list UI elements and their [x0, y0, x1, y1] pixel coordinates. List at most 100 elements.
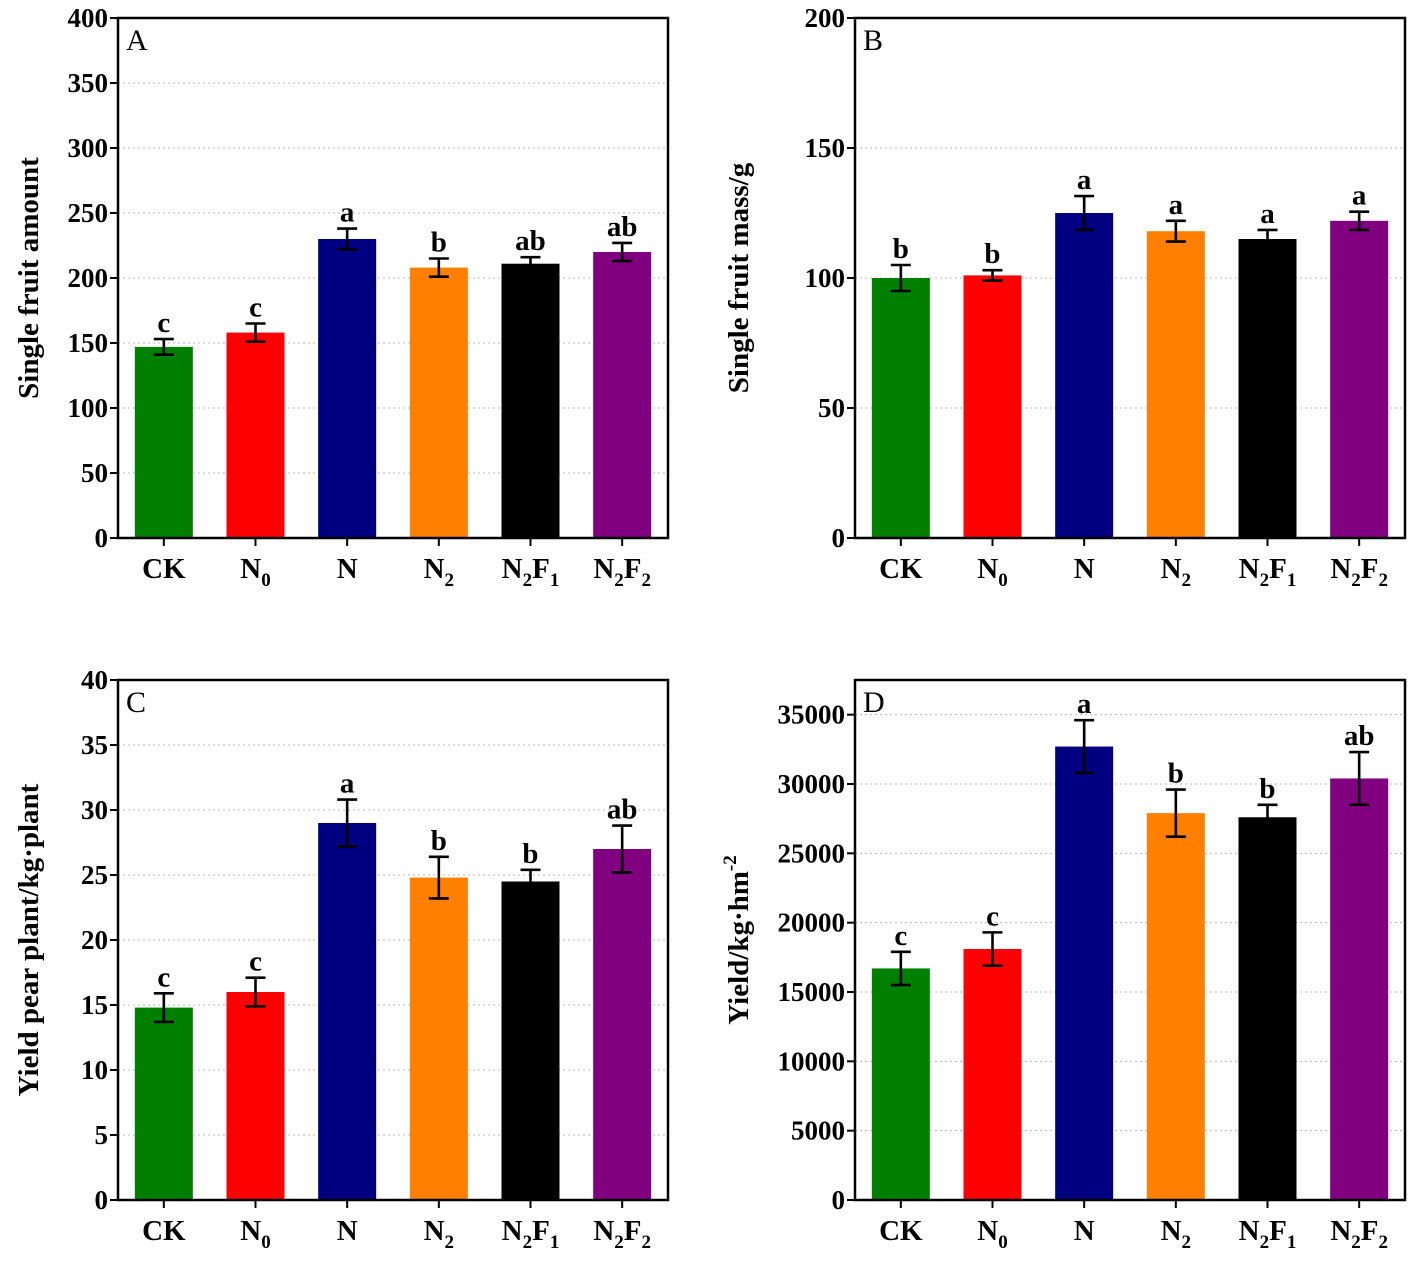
x-tick-label: N2 [1161, 1215, 1191, 1253]
error-bar-n2 [428, 855, 449, 900]
y-tick-label: 50 [81, 458, 108, 488]
bar-ck [134, 1007, 193, 1200]
y-tick-label: 5000 [791, 1116, 845, 1146]
x-tick-label: N0 [240, 553, 270, 591]
bar-n2 [1146, 231, 1205, 538]
x-tick-label: CK [142, 1215, 186, 1247]
x-tick-label: N2 [424, 553, 454, 591]
y-tick-label: 20 [81, 925, 108, 955]
bar-ck [871, 968, 930, 1200]
significance-label: a [1352, 180, 1367, 212]
y-tick-label: 250 [68, 198, 109, 228]
error-bar-n0 [245, 322, 266, 344]
y-tick-label: 0 [95, 523, 109, 553]
x-tick-label: N [337, 553, 358, 585]
y-tick-label: 400 [68, 3, 109, 33]
significance-label: c [986, 900, 999, 932]
x-tick-label: N0 [977, 553, 1007, 591]
bar-n2f1 [1238, 239, 1297, 538]
bar-n2f2 [593, 849, 652, 1200]
error-bar-n2f2 [612, 241, 633, 263]
error-bar-n [337, 227, 358, 251]
error-bar-n2 [428, 257, 449, 279]
y-tick-label: 200 [805, 3, 846, 33]
y-tick-label: 350 [68, 68, 109, 98]
y-tick-label: 0 [95, 1185, 109, 1215]
y-tick-label: 30000 [778, 769, 846, 799]
significance-label: b [984, 238, 1000, 270]
error-bar-n0 [245, 976, 266, 1008]
x-tick-label: N [337, 1215, 358, 1247]
error-bar-ck [890, 950, 911, 987]
error-bar-n [1074, 194, 1095, 232]
y-tick-label: 5 [95, 1120, 109, 1150]
error-bar-n [1074, 718, 1095, 775]
x-tick-label: N2F1 [1239, 1215, 1297, 1253]
y-tick-label: 300 [68, 133, 109, 163]
x-tick-label: CK [879, 553, 923, 585]
significance-label: b [893, 233, 909, 265]
significance-label: c [894, 920, 907, 952]
error-bar-n2f2 [612, 824, 633, 874]
y-tick-label: 200 [68, 263, 109, 293]
error-bar-n0 [982, 931, 1003, 967]
x-tick-label: N2F2 [1330, 1215, 1388, 1253]
bar-n2f2 [1330, 778, 1389, 1200]
significance-label: a [1169, 189, 1184, 221]
bar-n [318, 239, 377, 538]
x-tick-label: CK [879, 1215, 923, 1247]
bar-ck [871, 278, 930, 538]
x-tick-label: N2F2 [593, 553, 651, 591]
y-tick-label: 150 [68, 328, 109, 358]
y-axis-label: Single fruit amount [13, 157, 45, 399]
plot-frame [853, 678, 1407, 1202]
error-bar-n2f1 [520, 255, 541, 272]
x-tick-label: CK [142, 553, 186, 585]
x-tick-label: N2 [1161, 553, 1191, 591]
significance-label: b [431, 825, 447, 857]
significance-label: c [157, 961, 170, 993]
error-bar-n2f2 [1349, 750, 1370, 807]
y-tick-label: 10 [81, 1055, 108, 1085]
error-bar-n0 [982, 268, 1003, 282]
significance-label: a [1260, 198, 1275, 230]
y-tick-label: 0 [832, 1185, 846, 1215]
x-tick-label: N [1074, 553, 1095, 585]
x-tick-label: N0 [977, 1215, 1007, 1253]
significance-label: c [249, 946, 262, 978]
x-tick-label: N [1074, 1215, 1095, 1247]
significance-label: b [1259, 773, 1275, 805]
y-tick-label: 25000 [778, 838, 846, 868]
bar-n2f1 [1238, 817, 1297, 1200]
significance-label: ab [607, 794, 638, 826]
bar-n2f2 [593, 252, 652, 538]
error-bar-n2 [1165, 788, 1186, 838]
bar-n [1055, 746, 1114, 1200]
bar-ck [134, 346, 193, 538]
x-tick-label: N2F1 [1239, 553, 1297, 591]
y-tick-label: 15000 [778, 977, 846, 1007]
y-tick-label: 20000 [778, 908, 846, 938]
y-axis-label: Yield/kg·hm-2 [720, 855, 755, 1024]
error-bar-n [337, 798, 358, 848]
bar-n0 [963, 275, 1022, 538]
error-bar-n2f1 [1257, 803, 1278, 832]
significance-label: b [431, 227, 447, 259]
panel-label: C [126, 686, 146, 719]
y-tick-label: 150 [805, 133, 846, 163]
y-tick-label: 100 [805, 263, 846, 293]
y-axis-label: Yield pear plant/kg·plant [13, 783, 45, 1096]
significance-label: a [340, 197, 355, 229]
error-bar-n2f2 [1349, 210, 1370, 232]
x-tick-label: N2F1 [502, 1215, 560, 1253]
bar-n [1055, 213, 1114, 538]
significance-label: c [249, 292, 262, 324]
y-tick-label: 50 [818, 393, 845, 423]
significance-label: b [1168, 758, 1184, 790]
bar-n0 [226, 332, 285, 538]
significance-label: a [1077, 688, 1092, 720]
